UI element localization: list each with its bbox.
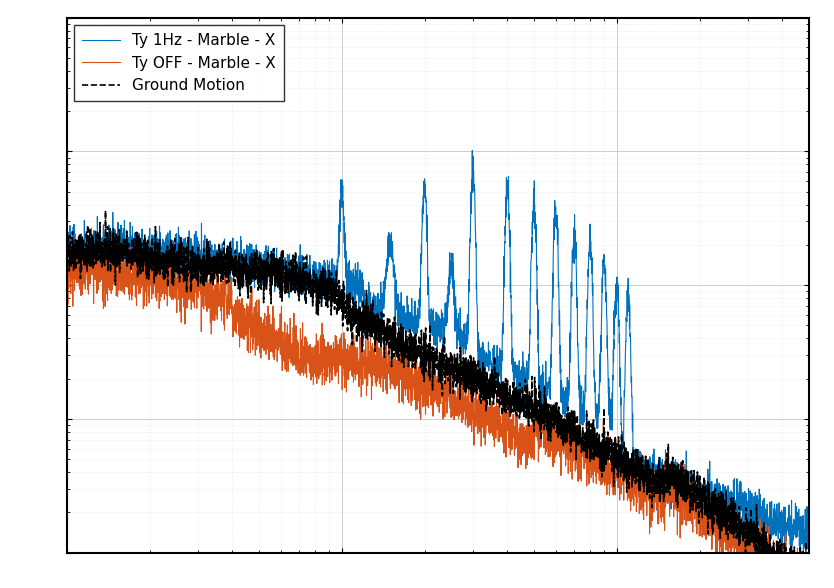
Ty OFF - Marble - X (379, 357, 389, 364)
Ty 1Hz - Marble - X (374, 310, 384, 318)
Ty OFF - Marble - X (745, 552, 755, 559)
Ty 1Hz - Marble - X (414, 299, 425, 306)
Ground Motion (781, 554, 791, 562)
Ground Motion (101, 207, 111, 214)
Ground Motion (374, 328, 384, 335)
Ty OFF - Marble - X (62, 278, 72, 285)
Ty 1Hz - Marble - X (796, 559, 806, 566)
Ty OFF - Marble - X (804, 557, 814, 564)
Ground Motion (379, 322, 389, 329)
Ground Motion (745, 517, 755, 524)
Ty 1Hz - Marble - X (601, 295, 611, 302)
Ty 1Hz - Marble - X (781, 525, 791, 532)
Ground Motion (62, 242, 72, 249)
Ground Motion (414, 353, 425, 360)
Legend: Ty 1Hz - Marble - X, Ty OFF - Marble - X, Ground Motion: Ty 1Hz - Marble - X, Ty OFF - Marble - X… (74, 25, 284, 101)
Ty 1Hz - Marble - X (379, 298, 389, 305)
Ty 1Hz - Marble - X (467, 147, 477, 154)
Line: Ty 1Hz - Marble - X: Ty 1Hz - Marble - X (67, 151, 809, 562)
Ground Motion (601, 452, 611, 459)
Line: Ty OFF - Marble - X: Ty OFF - Marble - X (67, 234, 809, 588)
Ty OFF - Marble - X (781, 564, 791, 571)
Line: Ground Motion: Ground Motion (67, 211, 809, 588)
Ty 1Hz - Marble - X (62, 245, 72, 252)
Ty OFF - Marble - X (601, 479, 611, 486)
Ty 1Hz - Marble - X (745, 519, 755, 526)
Ty OFF - Marble - X (374, 365, 384, 372)
Ty OFF - Marble - X (70, 230, 80, 238)
Ty 1Hz - Marble - X (804, 540, 814, 547)
Ty OFF - Marble - X (414, 410, 425, 417)
Ground Motion (804, 570, 814, 577)
